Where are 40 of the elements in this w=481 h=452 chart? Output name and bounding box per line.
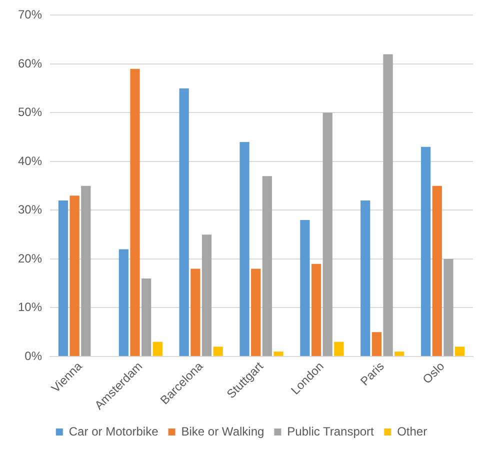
bar <box>432 186 442 356</box>
bar <box>383 54 393 356</box>
bar <box>152 342 162 356</box>
bar <box>70 196 80 356</box>
bar <box>190 268 200 356</box>
legend-label: Car or Motorbike <box>68 424 159 438</box>
bar <box>334 342 344 356</box>
bar <box>300 220 310 356</box>
bar <box>274 352 284 356</box>
bar <box>262 176 272 356</box>
y-tick-label: 60% <box>18 56 42 70</box>
bar <box>322 112 332 356</box>
bar <box>58 200 68 356</box>
y-tick-label: 50% <box>18 105 42 120</box>
y-tick-label: 20% <box>18 251 42 266</box>
bar <box>240 142 250 356</box>
legend-label: Bike or Walking <box>181 424 264 438</box>
bar <box>311 264 322 356</box>
y-tick-label: 40% <box>18 154 42 168</box>
bar <box>394 352 404 356</box>
bar <box>213 346 223 356</box>
y-tick-label: 0% <box>24 348 42 363</box>
bar <box>444 258 454 356</box>
bar <box>360 200 370 356</box>
bar <box>130 68 140 356</box>
bar <box>202 234 212 356</box>
y-tick-label: 70% <box>18 8 42 22</box>
bar <box>142 278 152 356</box>
bar <box>179 88 189 356</box>
legend-label: Other <box>397 424 428 438</box>
y-tick-label: 30% <box>18 202 42 217</box>
legend-label: Public Transport <box>287 424 375 438</box>
bar <box>454 346 465 356</box>
bar <box>251 268 261 356</box>
bar <box>81 186 91 356</box>
bar <box>420 146 431 356</box>
y-tick-label: 10% <box>18 300 42 314</box>
bar <box>118 249 128 356</box>
bar <box>372 332 382 356</box>
x-tick-label: Oslo <box>420 358 448 386</box>
